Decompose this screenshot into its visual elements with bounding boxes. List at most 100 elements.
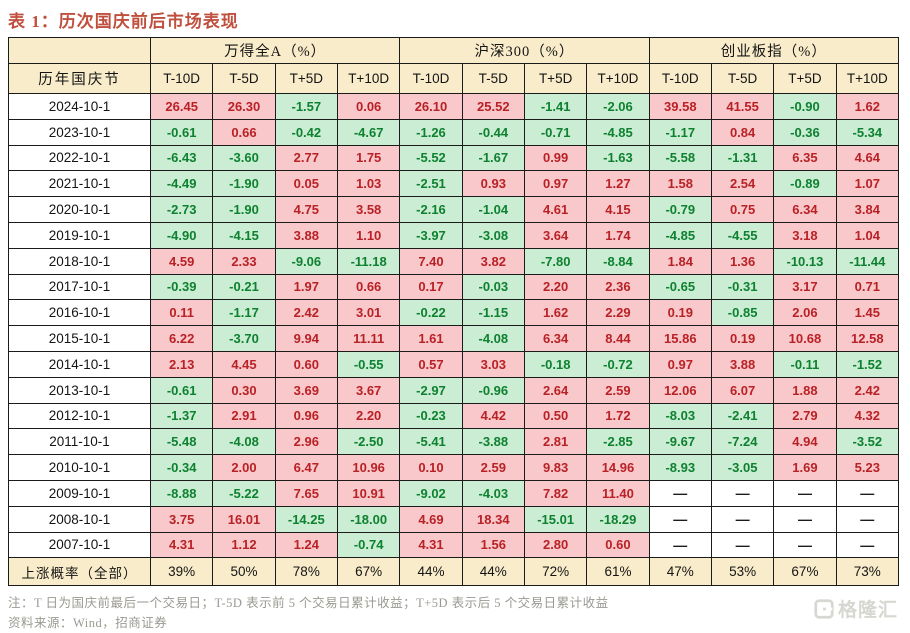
value-cell: — — [710, 479, 775, 507]
value-cell: -5.41 — [399, 428, 463, 456]
value-cell: -5.34 — [835, 118, 900, 146]
value-cell: 7.82 — [523, 479, 588, 507]
value-cell: -4.85 — [648, 221, 712, 249]
value-cell: 18.34 — [461, 505, 525, 533]
date-cell: 2017-10-1 — [8, 273, 151, 301]
value-cell: 15.86 — [648, 325, 712, 352]
summary-label: 上涨概率（全部） — [8, 557, 151, 587]
value-cell: -0.23 — [399, 402, 463, 430]
summary-cell: 50% — [212, 557, 276, 587]
value-cell: -18.00 — [336, 505, 401, 533]
summary-row: 上涨概率（全部） 39% 50% 78% 67% 44% 44% 72% 61% 47% 53% 67… — [8, 557, 900, 587]
corner-cell — [8, 37, 151, 64]
value-cell: -0.74 — [336, 531, 401, 559]
value-cell: -0.71 — [523, 118, 588, 146]
value-cell: -3.52 — [835, 428, 900, 456]
value-cell: 1.61 — [399, 325, 463, 352]
value-cell: -7.24 — [710, 428, 775, 456]
value-cell: -0.39 — [149, 273, 214, 301]
value-cell: 4.69 — [399, 505, 463, 533]
value-cell: -0.61 — [149, 118, 214, 146]
value-cell: -0.65 — [648, 273, 712, 301]
value-cell: -4.55 — [710, 221, 775, 249]
value-cell: -0.42 — [274, 118, 338, 146]
value-cell: -10.13 — [773, 247, 837, 275]
value-cell: 1.24 — [274, 531, 338, 559]
subheader-cell: T-10D — [399, 63, 463, 94]
value-cell: 0.93 — [461, 170, 525, 198]
value-cell: -15.01 — [523, 505, 588, 533]
group-header-chinext: 创业板指（%） — [648, 37, 900, 64]
table-row: 2010-10-1 -0.34 2.00 6.47 10.96 0.10 2.59 9.83 1… — [8, 454, 900, 481]
value-cell: 2.20 — [336, 402, 401, 430]
summary-cell: 78% — [274, 557, 338, 587]
value-cell: -0.79 — [648, 196, 712, 223]
value-cell: -9.06 — [274, 247, 338, 275]
value-cell: -2.97 — [399, 376, 463, 404]
date-cell: 2010-10-1 — [8, 454, 151, 481]
value-cell: 12.58 — [835, 325, 900, 352]
value-cell: 6.47 — [274, 454, 338, 481]
value-cell: 10.91 — [336, 479, 401, 507]
value-cell: -5.52 — [399, 144, 463, 172]
value-cell: 0.05 — [274, 170, 338, 198]
value-cell: -9.02 — [399, 479, 463, 507]
value-cell: 2.59 — [586, 376, 650, 404]
value-cell: 0.17 — [399, 273, 463, 301]
value-cell: 5.23 — [835, 454, 900, 481]
value-cell: -2.51 — [399, 170, 463, 198]
summary-cell: 44% — [399, 557, 463, 587]
value-cell: -0.21 — [212, 273, 276, 301]
value-cell: -0.03 — [461, 273, 525, 301]
date-cell: 2008-10-1 — [8, 505, 151, 533]
value-cell: 4.64 — [835, 144, 900, 172]
value-cell: 2.00 — [212, 454, 276, 481]
value-cell: 4.31 — [399, 531, 463, 559]
date-cell: 2009-10-1 — [8, 479, 151, 507]
value-cell: 1.62 — [835, 93, 900, 120]
value-cell: -4.08 — [461, 325, 525, 352]
value-cell: 4.15 — [586, 196, 650, 223]
table-row: 2019-10-1 -4.90 -4.15 3.88 1.10 -3.97 -3.08 3.6… — [8, 221, 900, 249]
value-cell: -1.17 — [212, 299, 276, 327]
value-cell: 8.44 — [586, 325, 650, 352]
value-cell: -0.11 — [773, 350, 837, 378]
group-header-row: 万得全A（%） 沪深300（%） 创业板指（%） — [8, 37, 900, 64]
summary-cell: 53% — [710, 557, 775, 587]
value-cell: 1.74 — [586, 221, 650, 249]
value-cell: -8.03 — [648, 402, 712, 430]
subheader-cell: T+10D — [336, 63, 401, 94]
value-cell: -18.29 — [586, 505, 650, 533]
note-line: 注：T 日为国庆前最后一个交易日；T-5D 表示前 5 个交易日累计收益；T+5… — [8, 596, 609, 611]
subheader-cell: T+10D — [586, 63, 650, 94]
date-cell: 2021-10-1 — [8, 170, 151, 198]
value-cell: -9.67 — [648, 428, 712, 456]
table-row: 2014-10-1 2.13 4.45 0.60 -0.55 0.57 3.03 -0.18-… — [8, 350, 900, 378]
value-cell: -1.37 — [149, 402, 214, 430]
gelonghui-g-icon — [814, 598, 834, 619]
value-cell: 1.10 — [336, 221, 401, 249]
group-header-csi300: 沪深300（%） — [399, 37, 650, 64]
value-cell: -0.72 — [586, 350, 650, 378]
value-cell: -0.18 — [523, 350, 588, 378]
value-cell: 1.07 — [835, 170, 900, 198]
value-cell: 3.64 — [523, 221, 588, 249]
value-cell: -0.22 — [399, 299, 463, 327]
value-cell: 1.04 — [835, 221, 900, 249]
value-cell: 3.82 — [461, 247, 525, 275]
subheader-cell: T-5D — [461, 63, 525, 94]
value-cell: 0.71 — [835, 273, 900, 301]
value-cell: 2.79 — [773, 402, 837, 430]
value-cell: 7.40 — [399, 247, 463, 275]
value-cell: 14.96 — [586, 454, 650, 481]
table-row: 2016-10-1 0.11 -1.17 2.42 3.01 -0.22 -1.15 1.62… — [8, 299, 900, 327]
value-cell: -8.93 — [648, 454, 712, 481]
value-cell: 0.19 — [648, 299, 712, 327]
subheader-cell: T+5D — [274, 63, 338, 94]
value-cell: 2.80 — [523, 531, 588, 559]
value-cell: 1.62 — [523, 299, 588, 327]
value-cell: 2.59 — [461, 454, 525, 481]
value-cell: 2.42 — [274, 299, 338, 327]
value-cell: -1.90 — [212, 170, 276, 198]
date-cell: 2019-10-1 — [8, 221, 151, 249]
